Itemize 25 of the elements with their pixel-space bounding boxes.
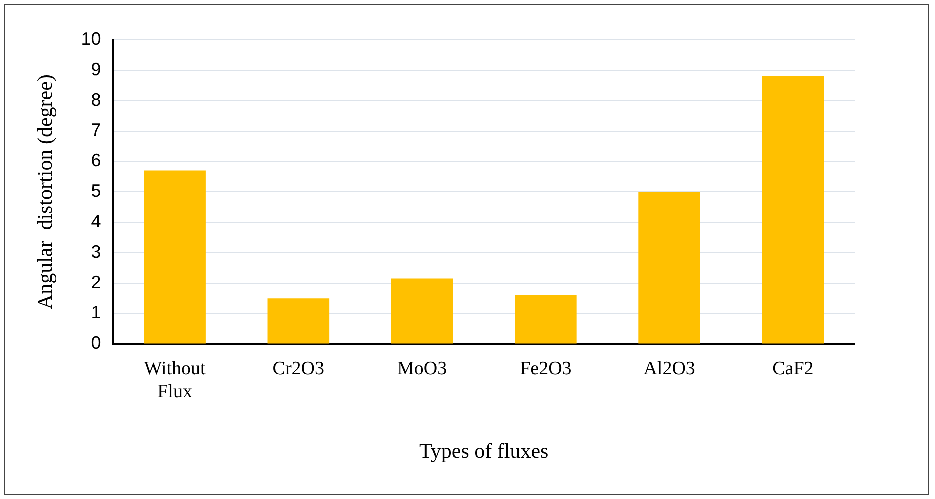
y-tick-label: 3 (91, 242, 102, 262)
bar (391, 278, 454, 344)
x-tick-label: Cr2O3 (272, 358, 325, 380)
y-tick-label: 1 (91, 302, 102, 323)
x-axis-title: Types of fluxes (420, 438, 549, 463)
x-tick-label: Al2O3 (644, 358, 696, 380)
x-tick-label: CaF2 (772, 358, 814, 380)
x-tick-label: MoO3 (397, 358, 448, 380)
y-tick-label: 4 (91, 211, 102, 232)
bar (638, 192, 700, 344)
y-tick-label: 8 (91, 90, 102, 110)
y-axis-title: Angular distortion (degree) (33, 74, 58, 310)
bar (268, 298, 330, 344)
y-tick-label: 2 (91, 272, 102, 292)
y-tick-label: 6 (91, 150, 102, 171)
y-tick-label: 9 (91, 59, 102, 80)
y-tick-label: 5 (91, 181, 102, 202)
y-tick-label: 7 (91, 120, 102, 140)
x-tick-label: Fe2O3 (520, 358, 572, 380)
bar (762, 76, 824, 344)
bar (515, 296, 577, 344)
y-tick-label: 10 (81, 28, 102, 49)
x-tick-label: Without Flux (144, 358, 207, 402)
y-tick-label: 0 (91, 333, 102, 354)
bar (144, 170, 206, 344)
